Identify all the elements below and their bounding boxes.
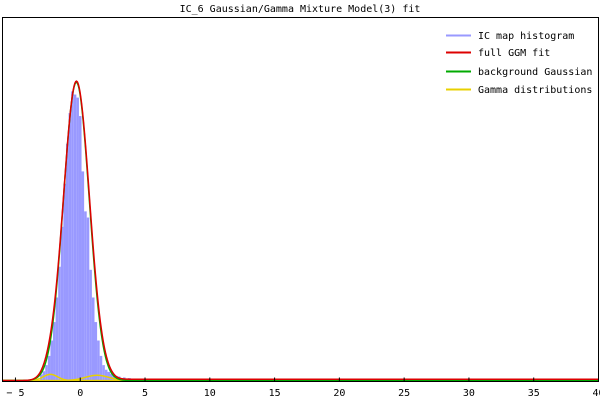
histogram-bar: [86, 217, 90, 381]
histogram-bar: [60, 226, 64, 381]
plot-area: [2, 80, 599, 382]
histogram-bar: [104, 369, 108, 381]
chart-title: IC_6 Gaussian/Gamma Mixture Model(3) fit: [180, 4, 421, 15]
histogram-bar: [63, 183, 66, 381]
x-tick-label: 25: [398, 388, 410, 399]
x-tick-label: 15: [269, 388, 281, 399]
histogram-bar: [94, 322, 98, 381]
x-tick-label: 35: [528, 388, 540, 399]
histogram-bar: [73, 94, 77, 381]
histogram-bar: [78, 116, 82, 381]
plot-frame: [2, 17, 599, 382]
x-tick-label: 10: [204, 388, 216, 399]
x-tick-label: − 5: [6, 388, 24, 399]
x-axis: − 5 0 5 10 15 20 25 30 35 40: [6, 377, 600, 399]
histogram-bar: [47, 355, 51, 381]
x-tick-label: 40: [592, 388, 600, 399]
histogram-bar: [107, 371, 111, 381]
histogram-bar: [99, 355, 103, 381]
legend-label-ggm-fit: full GGM fit: [478, 48, 550, 59]
histogram-bar: [110, 373, 113, 381]
legend-label-histogram: IC map histogram: [478, 31, 574, 42]
ggm-fit-curve: [2, 80, 599, 382]
histogram-bar: [50, 340, 54, 381]
histogram-bar: [55, 297, 59, 381]
histogram-bar: [71, 91, 74, 381]
legend-label-gamma: Gamma distributions: [478, 85, 592, 96]
histogram-bar: [65, 143, 69, 381]
histogram-bar: [84, 211, 87, 381]
x-tick-label: 5: [142, 388, 148, 399]
histogram-bar: [112, 374, 116, 381]
histogram-bar: [91, 297, 95, 381]
x-tick-label: 20: [333, 388, 345, 399]
legend-label-background-gaussian: background Gaussian: [478, 67, 592, 78]
histogram-bar: [81, 171, 85, 381]
histogram-bar: [89, 269, 92, 381]
histogram-bar: [58, 266, 61, 381]
histogram-bar: [53, 322, 56, 381]
histogram-bar: [76, 97, 79, 381]
x-tick-label: 0: [77, 388, 83, 399]
histogram-bar: [68, 112, 72, 381]
x-tick-label: 30: [463, 388, 475, 399]
legend: IC map histogram full GGM fit background…: [446, 31, 592, 96]
histogram-bar: [45, 365, 48, 381]
histogram-bar: [102, 365, 105, 381]
histogram-bar: [97, 340, 100, 381]
